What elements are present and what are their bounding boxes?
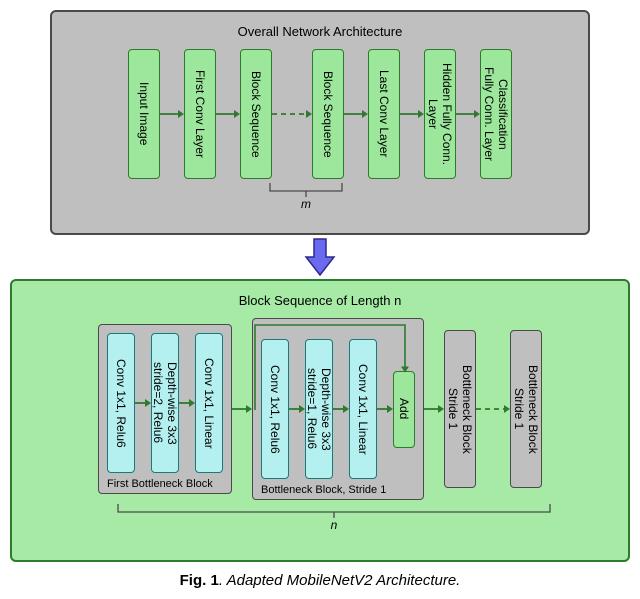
- conv-block: Conv 1x1, Relu6: [107, 333, 135, 473]
- top-block: Hidden Fully Conn. Layer: [424, 49, 456, 179]
- caption-text: . Adapted MobileNetV2 Architecture.: [219, 572, 461, 589]
- arrow-dashed-icon: [476, 403, 510, 415]
- conv-block: Depth-wise 3x3 stride=1, Relu6: [305, 339, 333, 479]
- arrow-icon: [456, 108, 480, 120]
- first-bottleneck-subpanel: Conv 1x1, Relu6 Depth-wise 3x3 stride=2, …: [98, 324, 232, 494]
- bottom-row: Conv 1x1, Relu6 Depth-wise 3x3 stride=2, …: [24, 318, 616, 500]
- block-sequence-panel: Block Sequence of Length n Conv 1x1, Rel…: [10, 279, 630, 562]
- subpanel-label: Bottleneck Block, Stride 1: [261, 484, 386, 496]
- top-block: Last Conv Layer: [368, 49, 400, 179]
- top-block: First Conv Layer: [184, 49, 216, 179]
- caption-fig-number: Fig. 1: [180, 572, 219, 589]
- big-arrow: [10, 237, 630, 277]
- subpanel-label: First Bottleneck Block: [107, 478, 213, 490]
- arrow-icon: [135, 397, 151, 409]
- arrow-icon: [400, 108, 424, 120]
- conv-block: Conv 1x1, Linear: [195, 333, 223, 473]
- top-block: Input Image: [128, 49, 160, 179]
- figure-caption: Fig. 1. Adapted MobileNetV2 Architecture…: [10, 572, 630, 589]
- top-block: Classification Fully Conn. Layer: [480, 49, 512, 179]
- arrow-icon: [179, 397, 195, 409]
- arrow-icon: [289, 403, 305, 415]
- conv-block: Depth-wise 3x3 stride=2, Relu6: [151, 333, 179, 473]
- top-block: Block Sequence: [240, 49, 272, 179]
- top-block: Block Sequence: [312, 49, 344, 179]
- arrow-icon: [344, 108, 368, 120]
- top-panel-title: Overall Network Architecture: [64, 24, 576, 39]
- arrow-icon: [424, 403, 444, 415]
- bracket-label: m: [296, 197, 316, 211]
- tail-block: Bottleneck Block Stride 1: [444, 330, 476, 488]
- stride1-bottleneck-subpanel: Conv 1x1, Relu6 Depth-wise 3x3 stride=1, …: [252, 318, 424, 500]
- overall-architecture-panel: Overall Network Architecture Input Image…: [50, 10, 590, 235]
- arrow-icon: [333, 403, 349, 415]
- bracket-icon: [24, 504, 616, 520]
- add-block: Add: [393, 371, 415, 448]
- arrow-icon: [216, 108, 240, 120]
- arrow-dashed-icon: [272, 108, 312, 120]
- conv-block: Conv 1x1, Relu6: [261, 339, 289, 479]
- bracket-label: n: [324, 518, 344, 532]
- top-row: Input Image First Conv Layer Block Sequenc…: [64, 49, 576, 179]
- conv-block: Conv 1x1, Linear: [349, 339, 377, 479]
- tail-block: Bottleneck Block Stride 1: [510, 330, 542, 488]
- arrow-icon: [232, 403, 252, 415]
- bottom-panel-title: Block Sequence of Length n: [24, 293, 616, 308]
- bracket-icon: [64, 183, 576, 199]
- arrow-icon: [160, 108, 184, 120]
- arrow-icon: [377, 403, 393, 415]
